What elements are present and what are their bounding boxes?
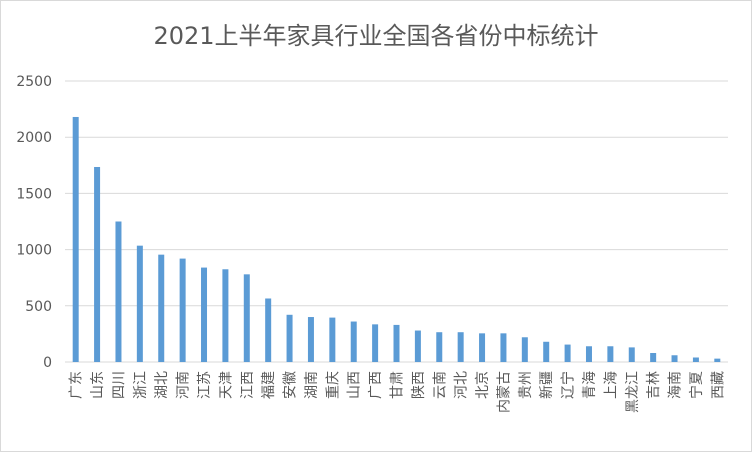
bar [136, 245, 143, 362]
bar [201, 267, 208, 362]
x-tick-label: 重庆 [325, 371, 341, 399]
x-tick-label: 四川 [111, 371, 127, 399]
x-tick-label: 山西 [347, 371, 363, 399]
bar [564, 344, 571, 362]
x-tick-label: 甘肃 [390, 371, 406, 399]
bar [350, 321, 357, 362]
x-tick-label: 黑龙江 [625, 371, 641, 413]
bar [179, 258, 186, 362]
bar [372, 324, 379, 362]
x-tick-label: 北京 [475, 371, 491, 399]
x-tick-label: 内蒙古 [496, 371, 512, 413]
bar [671, 355, 678, 362]
y-tick-label: 2000 [16, 130, 52, 146]
bar [286, 314, 293, 362]
y-axis-ticks: 0 500 1000 1500 2000 2500 [16, 74, 52, 371]
x-tick-label: 上海 [603, 371, 619, 399]
bar [650, 353, 657, 362]
x-tick-label: 贵州 [518, 371, 534, 399]
x-tick-label: 辽宁 [560, 371, 577, 399]
bar [329, 317, 336, 362]
y-tick-label: 0 [43, 355, 52, 371]
x-tick-label: 福建 [261, 371, 277, 399]
x-tick-label: 河北 [454, 371, 470, 399]
bar [222, 269, 229, 362]
x-tick-label: 青海 [582, 371, 598, 399]
bar [158, 254, 165, 362]
x-tick-label: 吉林 [646, 371, 662, 399]
x-tick-label: 江苏 [197, 371, 213, 399]
bar [585, 346, 592, 362]
bar [414, 330, 421, 362]
bar [479, 333, 486, 362]
x-tick-label: 云南 [432, 371, 448, 399]
x-tick-label: 广西 [368, 371, 384, 399]
x-tick-label: 安徽 [283, 371, 299, 399]
x-tick-label: 湖北 [154, 371, 170, 399]
bar [521, 337, 528, 362]
bar [393, 324, 400, 362]
x-tick-label: 江西 [240, 371, 256, 399]
x-tick-label: 新疆 [539, 371, 555, 399]
x-tick-label: 宁夏 [688, 371, 705, 399]
bar [94, 166, 101, 362]
y-tick-label: 1500 [16, 186, 52, 202]
x-tick-label: 天津 [218, 371, 234, 399]
chart-title: 2021上半年家具行业全国各省份中标统计 [153, 22, 599, 50]
x-tick-label: 河南 [176, 371, 192, 399]
bar [543, 341, 550, 362]
gridlines [65, 80, 728, 363]
x-tick-label: 湖南 [304, 371, 320, 399]
bar [607, 346, 614, 362]
bars [72, 116, 721, 362]
x-tick-label: 海南 [668, 371, 684, 399]
x-tick-label: 山东 [90, 371, 106, 399]
bar [243, 274, 250, 362]
bar [457, 332, 464, 362]
bar [72, 116, 79, 362]
y-tick-label: 500 [25, 299, 52, 315]
bar [307, 317, 314, 362]
bar [714, 358, 721, 362]
bar [436, 332, 443, 362]
bar [265, 298, 272, 362]
bar [628, 347, 635, 362]
y-tick-label: 2500 [16, 74, 52, 90]
bar [115, 221, 122, 362]
x-tick-label: 浙江 [133, 371, 149, 399]
x-tick-label: 广东 [69, 371, 85, 399]
bar [500, 333, 507, 362]
bar [692, 357, 699, 362]
x-axis-labels: 广东 山东 四川 浙江 湖北 河南 江苏 天津 江西 福建 安徽 湖南 重庆 山西 广西 甘肃 陕西 云南 河北 北京… [69, 371, 727, 413]
y-tick-label: 1000 [16, 243, 52, 259]
x-tick-label: 西藏 [710, 371, 726, 399]
x-tick-label: 陕西 [411, 371, 427, 399]
